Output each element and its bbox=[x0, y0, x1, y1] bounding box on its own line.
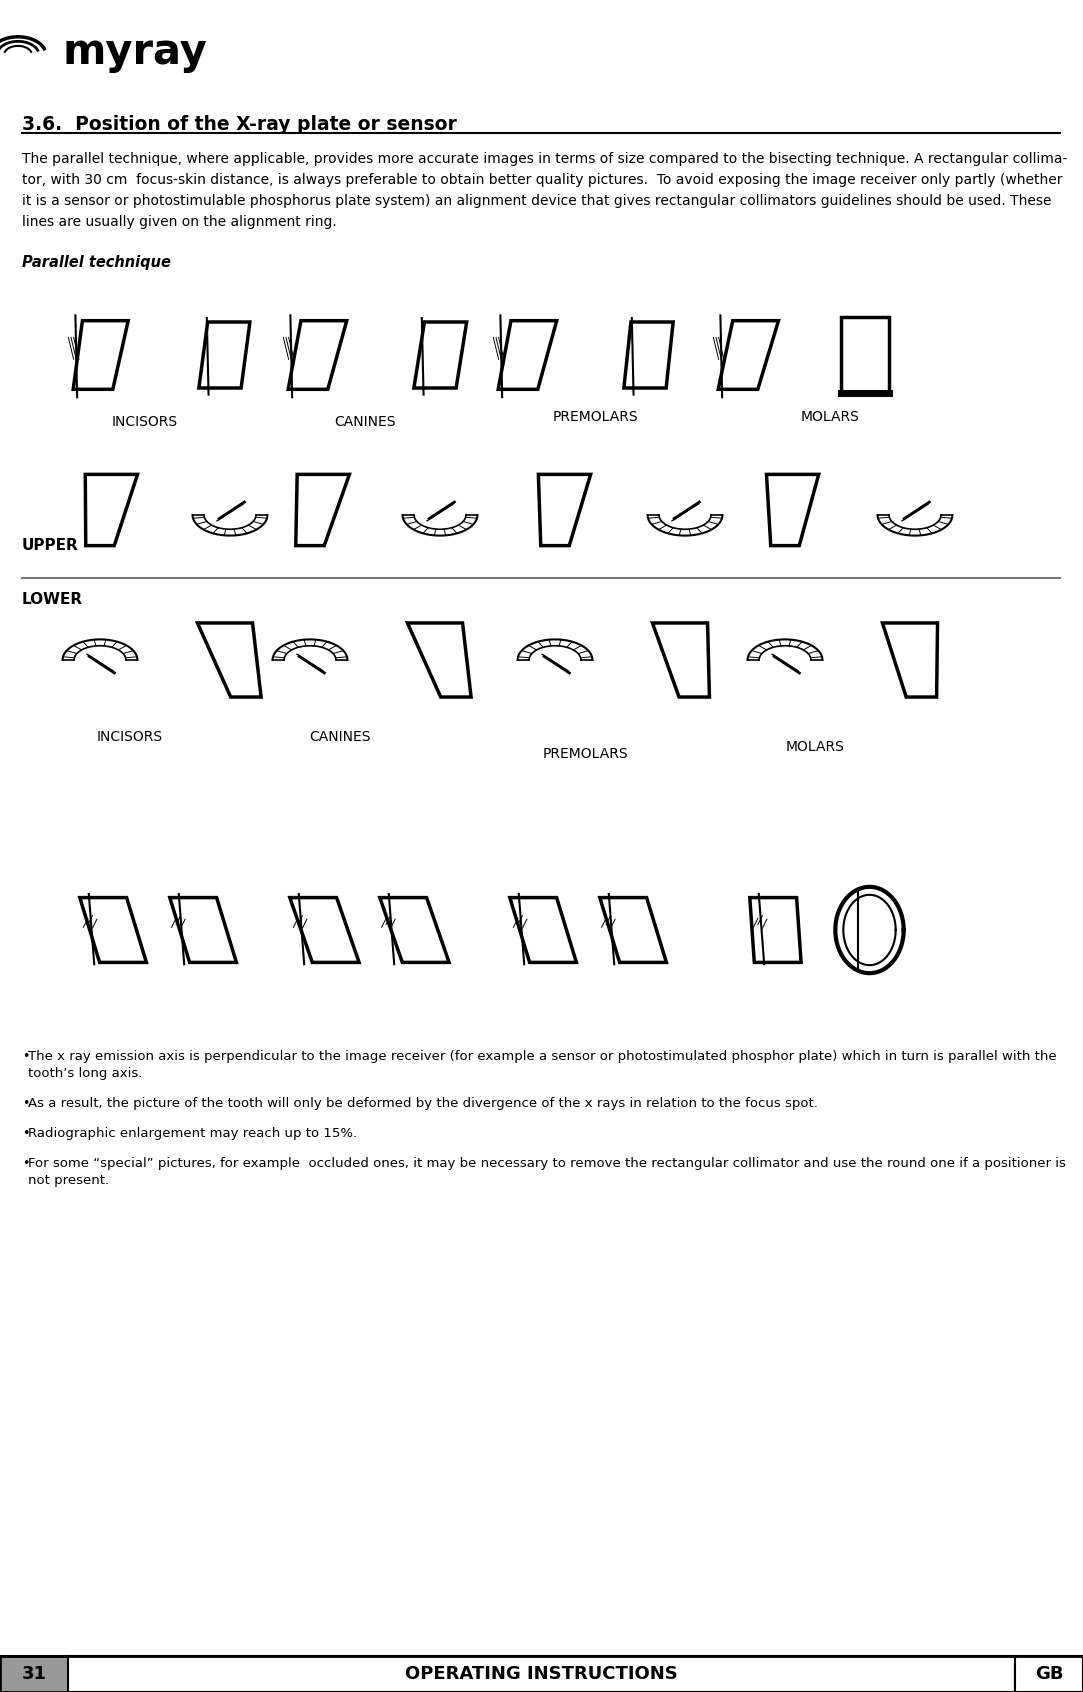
Bar bbox=[1015, 1656, 1083, 1692]
Text: myray: myray bbox=[62, 30, 207, 73]
Text: MOLARS: MOLARS bbox=[785, 739, 845, 755]
Text: •: • bbox=[22, 1127, 29, 1140]
Text: INCISORS: INCISORS bbox=[97, 729, 164, 744]
Text: •: • bbox=[22, 1157, 29, 1169]
Text: •: • bbox=[22, 1096, 29, 1110]
Text: INCISORS: INCISORS bbox=[112, 415, 178, 430]
Text: it is a sensor or photostimulable phosphorus plate system) an alignment device t: it is a sensor or photostimulable phosph… bbox=[22, 195, 1052, 208]
Text: tor, with 30 cm  focus-skin distance, is always preferable to obtain better qual: tor, with 30 cm focus-skin distance, is … bbox=[22, 173, 1062, 188]
Text: OPERATING INSTRUCTIONS: OPERATING INSTRUCTIONS bbox=[405, 1665, 677, 1684]
Text: The x ray emission axis is perpendicular to the image receiver (for example a se: The x ray emission axis is perpendicular… bbox=[28, 1051, 1057, 1063]
Bar bbox=[68, 1656, 1015, 1692]
Text: not present.: not present. bbox=[28, 1174, 109, 1188]
Bar bbox=[0, 1656, 1083, 1692]
Text: Parallel technique: Parallel technique bbox=[22, 255, 171, 271]
Text: 3.6.  Position of the X-ray plate or sensor: 3.6. Position of the X-ray plate or sens… bbox=[22, 115, 457, 134]
Bar bbox=[0, 1656, 68, 1692]
Text: •: • bbox=[22, 1051, 29, 1063]
Text: CANINES: CANINES bbox=[310, 729, 370, 744]
Text: MOLARS: MOLARS bbox=[800, 409, 860, 425]
Text: As a result, the picture of the tooth will only be deformed by the divergence of: As a result, the picture of the tooth wi… bbox=[28, 1096, 818, 1110]
Text: 31: 31 bbox=[22, 1665, 47, 1684]
Text: For some “special” pictures, for example  occluded ones, it may be necessary to : For some “special” pictures, for example… bbox=[28, 1157, 1066, 1169]
Text: PREMOLARS: PREMOLARS bbox=[552, 409, 638, 425]
Text: Radiographic enlargement may reach up to 15%.: Radiographic enlargement may reach up to… bbox=[28, 1127, 357, 1140]
Text: lines are usually given on the alignment ring.: lines are usually given on the alignment… bbox=[22, 215, 337, 228]
Text: LOWER: LOWER bbox=[22, 592, 83, 607]
Text: CANINES: CANINES bbox=[335, 415, 395, 430]
Text: tooth’s long axis.: tooth’s long axis. bbox=[28, 1068, 142, 1079]
Text: UPPER: UPPER bbox=[22, 538, 79, 553]
Text: GB: GB bbox=[1034, 1665, 1064, 1684]
Text: The parallel technique, where applicable, provides more accurate images in terms: The parallel technique, where applicable… bbox=[22, 152, 1068, 166]
Text: PREMOLARS: PREMOLARS bbox=[543, 746, 628, 761]
